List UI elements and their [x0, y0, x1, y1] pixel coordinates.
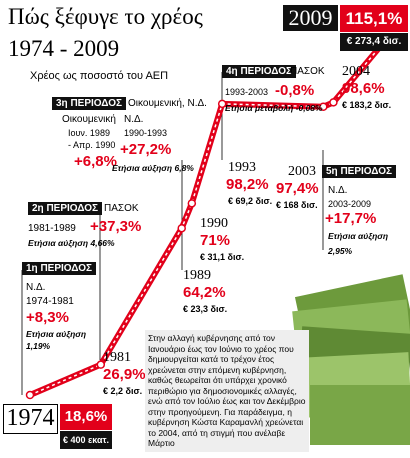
period-span: - Απρ. 1990	[68, 140, 116, 150]
period-party: ΠΑΣΟΚ	[290, 66, 325, 77]
period-rate-label: Ετήσια αύξηση	[328, 231, 389, 241]
period-rate: 2,95%	[328, 246, 353, 256]
period-span: 1993-2003	[225, 87, 269, 97]
period-rate: Ετήσια αύξηση 4,66%	[28, 238, 115, 248]
period-party: Ν.Δ.	[26, 282, 46, 293]
point-value: 64,2%	[183, 284, 226, 301]
point-amount: € 23,3 δισ.	[183, 304, 228, 314]
point-value: 71%	[200, 232, 231, 249]
period-change: +27,2%	[120, 141, 172, 158]
period-party: Ν.Δ.	[124, 114, 144, 125]
subtitle: Χρέος ως ποσοστό του ΑΕΠ	[30, 70, 169, 82]
point-amount: € 2,2 δισ.	[103, 386, 143, 396]
period-change: +37,3%	[90, 218, 142, 235]
title-years: 1974 - 2009	[8, 36, 120, 61]
period-span: Ιουν. 1989	[68, 128, 110, 138]
period-change: -0,8%	[275, 82, 315, 99]
period-header: 2η ΠΕΡΙΟΔΟΣ	[28, 202, 102, 215]
point-value: 98,6%	[342, 80, 385, 97]
period-header: 1η ΠΕΡΙΟΔΟΣ	[22, 262, 96, 275]
data-point	[319, 102, 328, 111]
point-amount: € 183,2 δισ.	[342, 100, 392, 110]
period-span: 1974-1981	[26, 296, 74, 307]
point-value: 98,2%	[226, 176, 269, 193]
amount-box: € 273,4 δισ.	[340, 33, 408, 51]
point-year: 2004	[342, 64, 370, 79]
period-change: +6,8%	[74, 153, 117, 170]
year-box: 2009	[283, 5, 338, 31]
period-rate: Ετήσια αύξηση 6,8%	[112, 163, 194, 173]
period-rate: Ετήσια μεταβολή -0,08%	[225, 103, 323, 113]
banknote	[310, 385, 410, 445]
point-year: 1981	[103, 350, 131, 365]
point-year: 1993	[228, 160, 256, 175]
period-span: 1990-1993	[124, 128, 168, 138]
amount-box: € 400 εκατ.	[60, 431, 112, 449]
point-year: 2003	[288, 164, 316, 179]
period-party: ΠΑΣΟΚ	[104, 203, 139, 214]
point-amount: € 31,1 δισ.	[200, 252, 245, 262]
period-header: 3η ΠΕΡΙΟΔΟΣ	[52, 97, 126, 110]
period-span: 2003-2009	[328, 199, 372, 209]
period-party: Οικουμενική	[62, 114, 116, 125]
period-rate: 1,19%	[26, 341, 51, 351]
point-year: 1990	[200, 216, 228, 231]
period-change: +8,3%	[26, 309, 69, 326]
data-point	[329, 98, 338, 107]
note: Στην αλλαγή κυβέρνησης από τον Ιανουάριο…	[145, 330, 309, 452]
banknotes	[292, 274, 410, 445]
year-box: 1974	[3, 404, 58, 434]
data-point	[187, 199, 197, 208]
value-box: 18,6%	[60, 404, 112, 430]
point-amount: € 69,2 δισ.	[228, 196, 273, 206]
point-value: 97,4%	[276, 180, 319, 197]
value-box: 115,1%	[340, 5, 408, 32]
title: Πώς ξέφυγε το χρέος	[8, 4, 203, 29]
data-point	[177, 223, 186, 233]
period-rate-label: Ετήσια αύξηση	[26, 329, 87, 339]
period-span: 1981-1989	[28, 223, 76, 234]
data-point	[96, 360, 106, 369]
period-change: +17,7%	[325, 210, 377, 227]
period-header: 5η ΠΕΡΙΟΔΟΣ	[322, 165, 396, 178]
point-amount: € 168 δισ.	[276, 200, 318, 210]
point-year: 1989	[183, 268, 211, 283]
period-header: 4η ΠΕΡΙΟΔΟΣ	[222, 65, 296, 78]
data-point	[25, 390, 35, 400]
period-party: Οικουμενική, Ν.Δ.	[128, 98, 207, 109]
point-value: 26,9%	[103, 366, 146, 383]
period-party: Ν.Δ.	[328, 185, 348, 196]
data-point	[217, 99, 227, 109]
